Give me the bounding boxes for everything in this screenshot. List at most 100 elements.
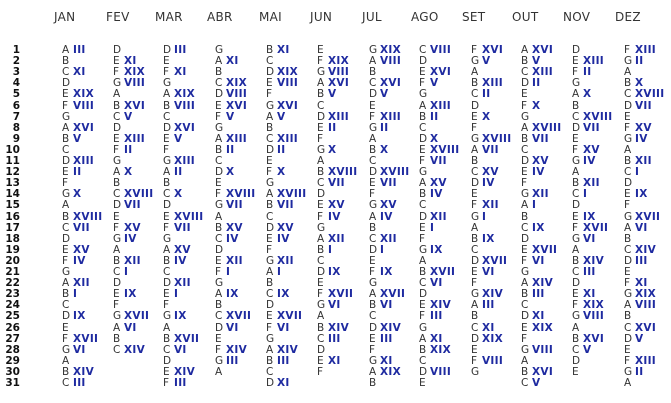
golden-number: XII	[635, 155, 652, 167]
dominical-letter: C	[266, 365, 274, 378]
dominical-letter: A	[113, 243, 121, 256]
golden-number: IV	[124, 232, 137, 245]
golden-number: XIV	[635, 243, 657, 256]
dominical-letter: A	[521, 44, 529, 56]
day-number: 21	[5, 266, 20, 278]
golden-number: XIX	[380, 44, 401, 56]
dominical-letter: G	[163, 310, 172, 323]
day-number: 7	[12, 110, 20, 123]
dominical-letter: B	[521, 55, 529, 68]
dominical-letter: B	[317, 243, 325, 256]
golden-number: VII	[532, 132, 549, 145]
golden-number: XVII	[277, 310, 303, 323]
dominical-letter: F	[317, 288, 324, 301]
golden-number: XII	[583, 177, 600, 190]
golden-number: XVI	[328, 77, 350, 90]
dominical-letter: G	[572, 77, 581, 90]
dominical-letter: E	[266, 232, 273, 245]
golden-number: XVI	[532, 365, 554, 378]
golden-number: XVII	[532, 243, 558, 256]
golden-number: XIII	[430, 99, 452, 112]
dominical-letter: D	[62, 232, 71, 245]
dominical-letter: D	[471, 332, 480, 345]
dominical-letter: B	[317, 321, 325, 334]
golden-number: XII	[532, 188, 549, 201]
dominical-letter: C	[572, 110, 580, 123]
dominical-letter: E	[62, 321, 69, 334]
golden-number: VI	[328, 299, 341, 312]
dominical-letter: F	[419, 155, 426, 167]
golden-number: IV	[380, 210, 393, 223]
golden-number: XIII	[73, 155, 95, 167]
dominical-letter: F	[419, 232, 426, 245]
dominical-letter: C	[113, 266, 121, 278]
golden-number: III	[73, 44, 86, 56]
dominical-letter: G	[624, 132, 633, 145]
golden-number: IX	[380, 266, 393, 278]
dominical-letter: C	[419, 44, 427, 56]
dominical-letter: C	[113, 110, 121, 123]
dominical-letter: C	[163, 343, 171, 356]
golden-number: V	[226, 110, 235, 123]
day-number: 31	[5, 377, 20, 389]
golden-number: IX	[430, 243, 443, 256]
dominical-letter: A	[215, 210, 223, 223]
dominical-letter: G	[317, 143, 326, 156]
dominical-letter: B	[471, 310, 479, 323]
dominical-letter: E	[317, 354, 324, 367]
dominical-letter: C	[215, 155, 223, 167]
dominical-letter: E	[471, 343, 478, 356]
dominical-letter: E	[521, 166, 528, 179]
dominical-letter: E	[113, 132, 120, 145]
month-header-abr: ABR	[207, 10, 233, 24]
dominical-letter: E	[62, 166, 69, 179]
dominical-letter: D	[62, 310, 71, 323]
golden-number: XIII	[532, 66, 554, 79]
golden-number: XI	[277, 377, 290, 389]
dominical-letter: D	[215, 321, 224, 334]
dominical-letter: C	[521, 377, 529, 389]
golden-number: XV	[328, 199, 345, 212]
golden-number: XIX	[430, 343, 451, 356]
golden-number: XII	[430, 210, 447, 223]
dominical-letter: D	[521, 232, 530, 245]
golden-number: I	[482, 210, 487, 223]
dominical-letter: E	[62, 243, 69, 256]
day-number: 16	[5, 210, 20, 223]
dominical-letter: A	[471, 221, 479, 234]
dominical-letter: B	[521, 210, 529, 223]
golden-number: XII	[380, 232, 397, 245]
golden-number: XIII	[583, 55, 605, 68]
dominical-letter: B	[163, 332, 171, 345]
day-number: 9	[12, 132, 20, 145]
day-number: 5	[12, 88, 20, 101]
dominical-letter: A	[521, 354, 529, 367]
dominical-letter: C	[215, 310, 223, 323]
dominical-letter: B	[113, 177, 121, 190]
golden-number: IX	[277, 288, 290, 301]
golden-number: XI	[635, 277, 648, 290]
golden-number: VI	[635, 221, 648, 234]
dominical-letter: G	[369, 277, 378, 290]
dominical-letter: A	[62, 44, 70, 56]
dominical-letter: F	[317, 210, 324, 223]
dominical-letter: E	[163, 288, 170, 301]
golden-number: VII	[226, 199, 243, 212]
golden-number: VII	[635, 99, 652, 112]
dominical-letter: C	[419, 277, 427, 290]
golden-number: X	[380, 143, 389, 156]
dominical-letter: E	[419, 377, 426, 389]
dominical-letter: D	[419, 55, 428, 68]
golden-number: VII	[73, 221, 90, 234]
dominical-letter: E	[369, 177, 376, 190]
golden-number: XVIII	[328, 166, 358, 179]
golden-number: VI	[380, 299, 393, 312]
golden-number: III	[226, 354, 239, 367]
golden-number: II	[430, 110, 439, 123]
dominical-letter: G	[113, 77, 122, 90]
dominical-letter: A	[317, 77, 325, 90]
golden-number: XVIII	[635, 88, 665, 101]
dominical-letter: D	[471, 254, 480, 267]
golden-number: IX	[328, 266, 341, 278]
dominical-letter: A	[521, 199, 529, 212]
